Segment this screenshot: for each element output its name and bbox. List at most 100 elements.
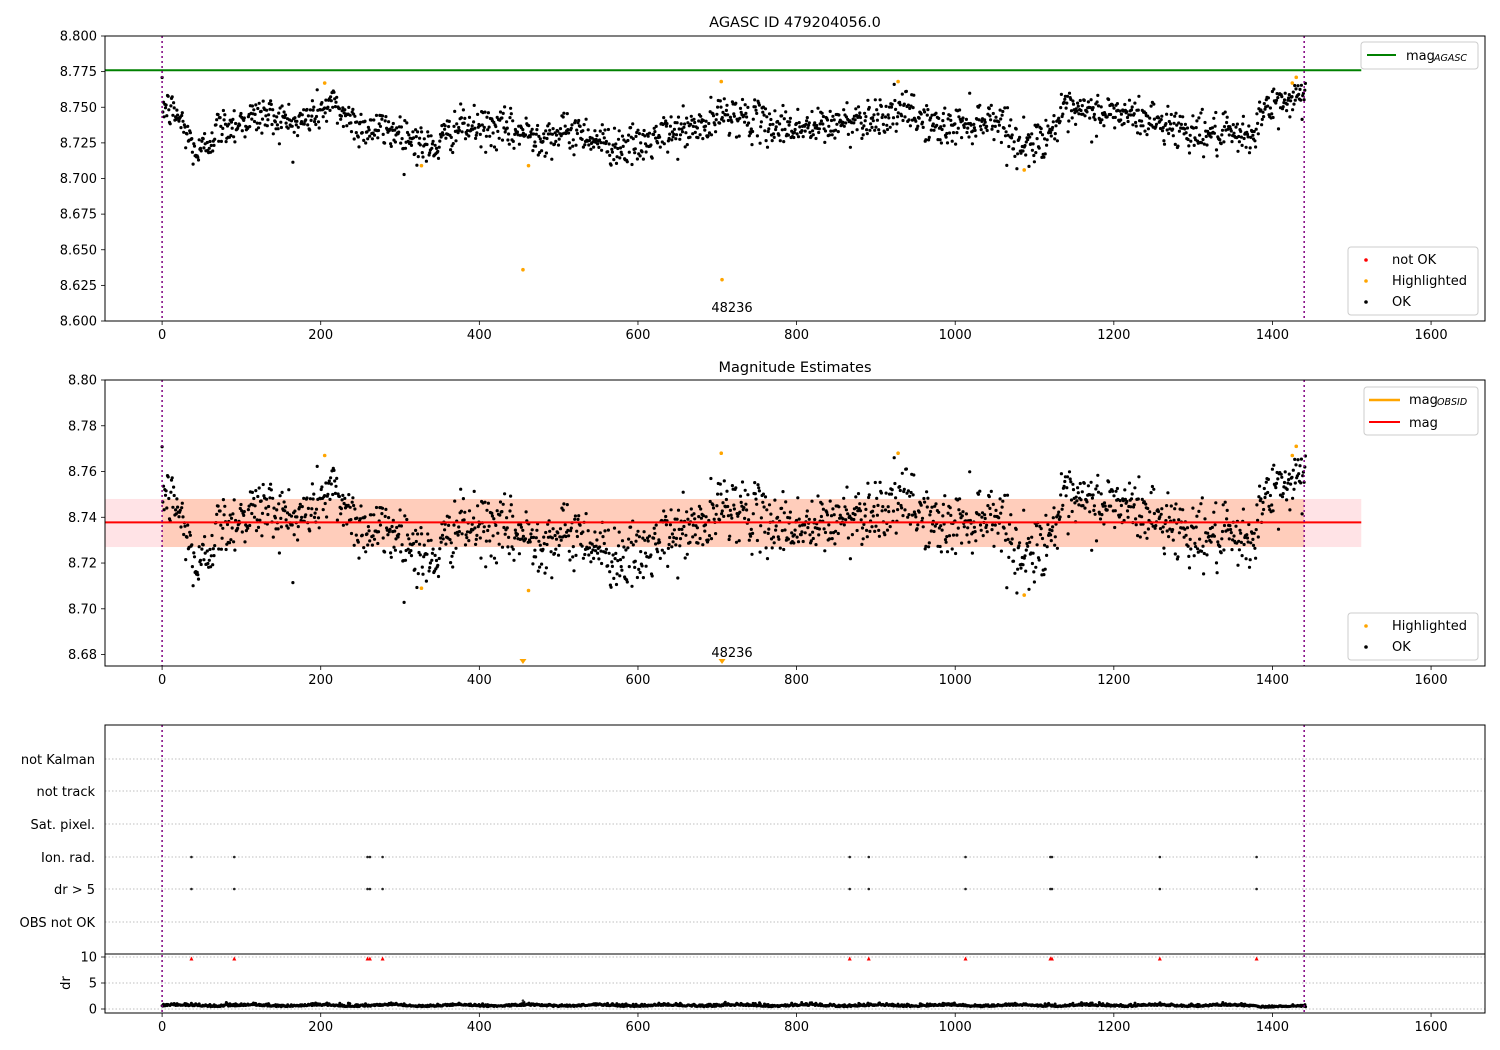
ok-point (511, 547, 515, 551)
flag-point (848, 887, 852, 891)
ok-point (197, 545, 201, 549)
ok-point (277, 142, 281, 146)
ok-point (1240, 554, 1244, 558)
ok-point (780, 128, 784, 132)
ok-point (766, 129, 770, 134)
ok-point (366, 137, 370, 141)
ok-point (1083, 506, 1087, 510)
ok-point (503, 492, 507, 496)
ok-point (1237, 539, 1241, 543)
ok-point (1000, 113, 1004, 117)
ok-point (616, 544, 621, 548)
ok-point (671, 540, 675, 544)
ok-point (428, 151, 432, 155)
ok-point (1023, 143, 1027, 148)
ok-point (523, 133, 528, 137)
ok-point (542, 535, 546, 539)
ok-point (981, 534, 985, 538)
ok-point (1300, 512, 1304, 516)
ok-point (1025, 542, 1029, 546)
ok-point (810, 109, 814, 114)
ok-point (788, 116, 793, 120)
ok-point (998, 108, 1002, 112)
ok-point (906, 489, 911, 493)
ok-point (459, 487, 463, 491)
ok-point (894, 496, 898, 500)
ok-point (636, 128, 640, 132)
ok-point (606, 564, 610, 568)
ok-point (846, 512, 850, 516)
ok-point (867, 493, 871, 497)
ok-point (601, 535, 605, 539)
ok-point (758, 141, 762, 145)
ok-point (989, 489, 993, 493)
ok-point (877, 534, 882, 538)
ok-point (1294, 87, 1298, 91)
ok-point (384, 507, 388, 511)
highlighted-point (1294, 75, 1299, 80)
ok-point (1058, 119, 1062, 123)
ok-point (535, 528, 539, 532)
highlighted-point (1290, 453, 1295, 458)
ok-point (376, 530, 381, 534)
ok-point (761, 492, 766, 496)
ok-point (233, 140, 237, 144)
ok-point (968, 91, 972, 95)
ok-point (1173, 114, 1177, 118)
ok-point (1220, 537, 1224, 541)
ok-point (1017, 544, 1021, 548)
ok-point (991, 502, 995, 506)
ok-point (749, 534, 753, 538)
ok-point (420, 532, 424, 536)
ok-point (229, 516, 234, 520)
ok-point (1028, 135, 1032, 139)
ok-point (774, 125, 778, 129)
ok-point (292, 130, 296, 134)
ok-point (896, 508, 900, 512)
ok-point (1146, 127, 1150, 131)
ok-point (1090, 496, 1094, 500)
ok-point (873, 128, 877, 132)
ok-point (310, 507, 314, 511)
ok-point (283, 115, 287, 120)
ok-point (1285, 109, 1289, 113)
x-tick-label: 600 (626, 328, 651, 343)
ok-point (219, 547, 223, 551)
ok-point (1019, 566, 1023, 570)
ok-point (858, 111, 862, 115)
ok-point (405, 517, 409, 522)
ok-point (667, 542, 671, 547)
ok-point (620, 539, 625, 543)
ok-point (509, 106, 513, 110)
ok-point (601, 132, 605, 136)
ok-point (450, 554, 454, 558)
ok-point (309, 513, 313, 518)
ok-point (859, 121, 863, 125)
ok-point (1069, 480, 1073, 484)
ok-point (300, 120, 304, 124)
ok-point (566, 528, 570, 533)
legend-mag-agasc-label: mag (1406, 49, 1435, 64)
ok-point (672, 536, 676, 540)
ok-point (1205, 553, 1209, 557)
ok-point (277, 551, 281, 555)
ok-point (796, 540, 801, 544)
ok-point (599, 141, 603, 145)
ok-point (403, 146, 408, 150)
ok-point (933, 524, 937, 528)
ok-point (867, 105, 871, 110)
ok-point (945, 141, 950, 145)
ok-point (865, 528, 869, 533)
ok-point (176, 505, 180, 509)
ok-point (782, 140, 786, 144)
ok-point (1111, 103, 1115, 107)
ok-point (429, 134, 433, 138)
ok-point (743, 120, 747, 124)
ok-point (920, 120, 925, 124)
ok-point (1065, 101, 1069, 105)
ok-point (587, 553, 591, 557)
ok-point (551, 527, 555, 531)
ok-point (357, 556, 361, 560)
ok-point (803, 523, 807, 527)
ok-point (621, 144, 625, 148)
